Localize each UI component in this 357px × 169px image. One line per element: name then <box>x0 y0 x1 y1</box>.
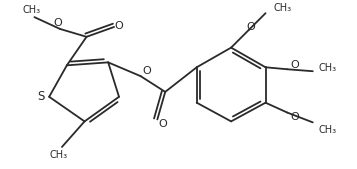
Text: CH₃: CH₃ <box>22 5 41 15</box>
Text: CH₃: CH₃ <box>273 3 292 13</box>
Text: S: S <box>37 90 45 103</box>
Text: CH₃: CH₃ <box>319 63 337 73</box>
Text: O: O <box>290 112 299 123</box>
Text: CH₃: CH₃ <box>50 150 68 160</box>
Text: O: O <box>246 22 255 32</box>
Text: O: O <box>54 18 62 28</box>
Text: O: O <box>142 66 151 76</box>
Text: O: O <box>115 21 124 31</box>
Text: CH₃: CH₃ <box>319 125 337 135</box>
Text: O: O <box>158 119 167 129</box>
Text: O: O <box>290 60 299 70</box>
